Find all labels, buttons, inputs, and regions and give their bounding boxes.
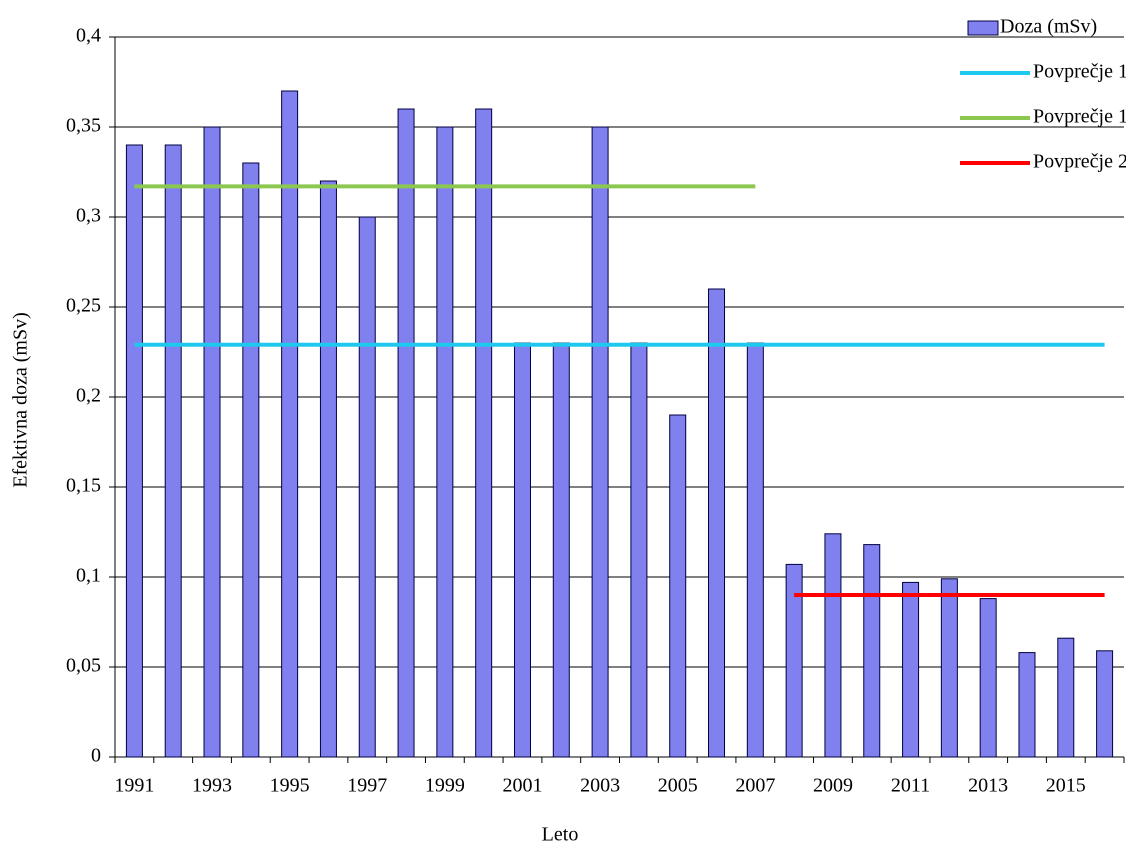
y-tick-label: 0,15 (66, 475, 101, 497)
y-tick-label: 0,35 (66, 115, 101, 137)
y-tick-label: 0,3 (76, 205, 101, 227)
bar (708, 288, 726, 758)
bar (1057, 637, 1075, 758)
y-axis-title: Efektivna doza (mSv) (10, 312, 32, 488)
x-tick-label: 2003 (580, 775, 620, 797)
bar (513, 342, 531, 758)
bar (824, 533, 842, 758)
legend-swatch (967, 20, 999, 36)
bar (940, 578, 958, 758)
bar (358, 216, 376, 758)
bar (242, 162, 260, 758)
y-tick-label: 0,05 (66, 655, 101, 677)
legend-label: Doza (mSv) (1000, 16, 1097, 38)
bar (902, 581, 920, 758)
bar (203, 126, 221, 758)
x-tick-label: 2007 (735, 775, 775, 797)
bar (863, 544, 881, 758)
bar (281, 90, 299, 758)
legend-label: Povprečje 1991-2016 (1033, 61, 1126, 83)
legend-label: Povprečje 2008-2016 (1033, 151, 1126, 173)
bar (436, 126, 454, 758)
x-tick-label: 2001 (502, 775, 542, 797)
x-tick-label: 2011 (891, 775, 930, 797)
bar (475, 108, 493, 758)
bar (630, 342, 648, 758)
bar (397, 108, 415, 758)
bar (552, 342, 570, 758)
bar (591, 126, 609, 758)
bar (669, 414, 687, 758)
bar (1018, 652, 1036, 758)
x-tick-label: 2005 (658, 775, 698, 797)
bar (1096, 650, 1114, 758)
x-tick-label: 1991 (114, 775, 154, 797)
x-tick-label: 1997 (347, 775, 387, 797)
bar (319, 180, 337, 758)
x-tick-label: 2013 (968, 775, 1008, 797)
legend-label: Povprečje 1991-2007 (1033, 106, 1126, 128)
y-tick-label: 0,4 (76, 25, 101, 47)
x-tick-label: 2015 (1046, 775, 1086, 797)
x-tick-label: 1993 (192, 775, 232, 797)
x-axis-title: Leto (542, 824, 579, 846)
bar (979, 598, 997, 758)
x-tick-label: 1999 (425, 775, 465, 797)
y-tick-label: 0 (91, 745, 101, 767)
y-tick-label: 0,2 (76, 385, 101, 407)
x-tick-label: 2009 (813, 775, 853, 797)
bar (125, 144, 143, 758)
bar (164, 144, 182, 758)
x-tick-label: 1995 (270, 775, 310, 797)
bar (746, 342, 764, 758)
y-tick-label: 0,25 (66, 295, 101, 317)
bar (785, 563, 803, 758)
y-tick-label: 0,1 (76, 565, 101, 587)
